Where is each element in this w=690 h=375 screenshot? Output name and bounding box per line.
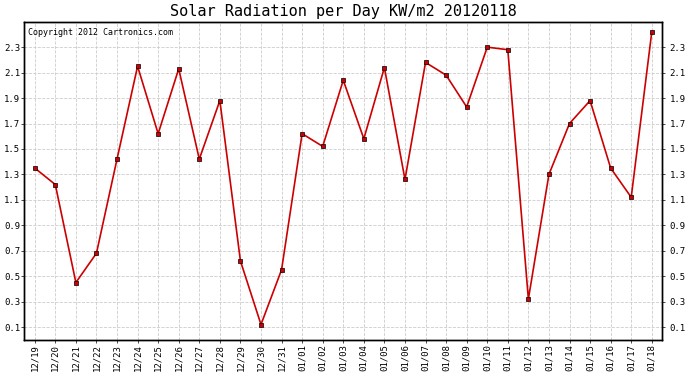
- Point: [29, 165, 40, 171]
- Point: [584, 98, 595, 104]
- Point: [152, 130, 164, 136]
- Point: [420, 59, 431, 65]
- Point: [544, 171, 555, 177]
- Point: [132, 63, 143, 69]
- Point: [317, 143, 328, 149]
- Point: [626, 194, 637, 200]
- Point: [276, 267, 287, 273]
- Point: [173, 66, 184, 72]
- Point: [337, 77, 348, 83]
- Title: Solar Radiation per Day KW/m2 20120118: Solar Radiation per Day KW/m2 20120118: [170, 4, 517, 19]
- Point: [647, 29, 658, 35]
- Point: [523, 296, 534, 302]
- Point: [112, 156, 123, 162]
- Point: [461, 104, 472, 110]
- Point: [605, 165, 616, 171]
- Point: [70, 279, 81, 285]
- Point: [441, 72, 452, 78]
- Point: [564, 120, 575, 126]
- Point: [297, 130, 308, 136]
- Point: [50, 182, 61, 188]
- Point: [358, 136, 369, 142]
- Point: [400, 177, 411, 183]
- Point: [235, 258, 246, 264]
- Point: [255, 321, 266, 327]
- Point: [502, 47, 513, 53]
- Text: Copyright 2012 Cartronics.com: Copyright 2012 Cartronics.com: [28, 28, 172, 37]
- Point: [91, 250, 102, 256]
- Point: [215, 98, 226, 104]
- Point: [379, 64, 390, 70]
- Point: [482, 44, 493, 50]
- Point: [194, 156, 205, 162]
